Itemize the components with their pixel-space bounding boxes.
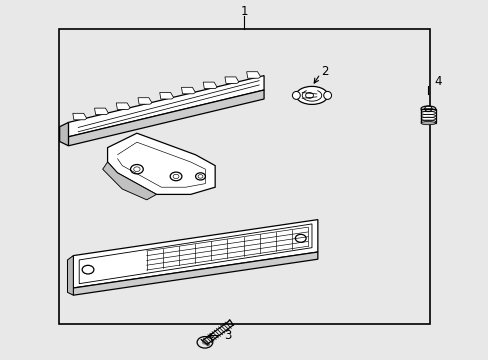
Polygon shape <box>138 98 152 104</box>
Text: 4: 4 <box>433 75 441 87</box>
Text: 1: 1 <box>240 5 248 18</box>
Polygon shape <box>73 220 317 288</box>
Polygon shape <box>116 103 130 109</box>
Polygon shape <box>67 256 73 295</box>
Polygon shape <box>68 90 264 146</box>
Polygon shape <box>68 76 264 137</box>
Polygon shape <box>60 122 68 146</box>
Bar <box>59 29 429 324</box>
Text: 2: 2 <box>321 65 328 78</box>
Polygon shape <box>420 109 435 123</box>
Polygon shape <box>102 162 156 200</box>
Polygon shape <box>181 87 195 94</box>
Polygon shape <box>73 252 317 295</box>
Polygon shape <box>94 108 108 114</box>
Polygon shape <box>224 77 238 84</box>
Ellipse shape <box>323 91 331 99</box>
Polygon shape <box>160 93 173 99</box>
Ellipse shape <box>420 106 435 112</box>
Polygon shape <box>246 72 260 78</box>
Circle shape <box>202 340 207 345</box>
Polygon shape <box>73 113 86 120</box>
Polygon shape <box>107 133 215 194</box>
Polygon shape <box>203 82 217 89</box>
Ellipse shape <box>296 86 327 104</box>
Ellipse shape <box>420 122 435 125</box>
Ellipse shape <box>292 91 300 99</box>
Text: 3: 3 <box>223 329 231 342</box>
